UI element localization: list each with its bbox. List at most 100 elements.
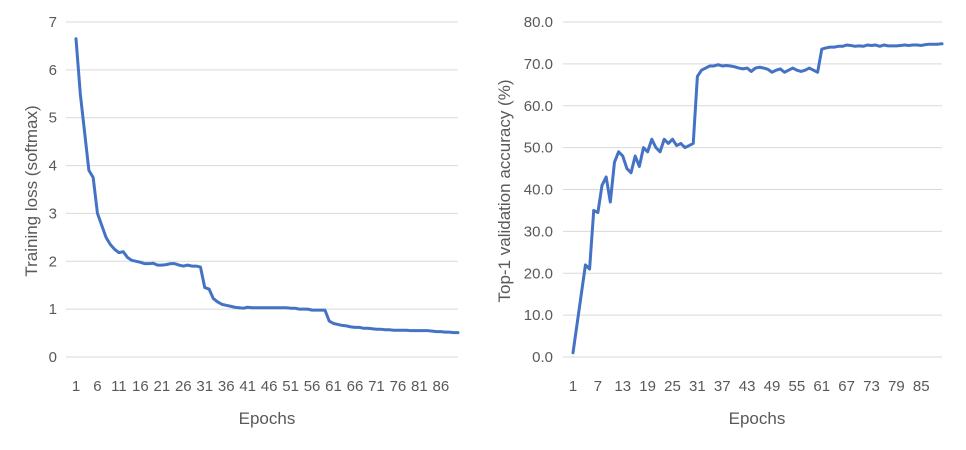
loss-y-tick-label: 1: [49, 301, 57, 318]
accuracy-data-point: [816, 71, 819, 74]
accuracy-data-point: [833, 46, 836, 49]
accuracy-x-tick-label: 37: [714, 378, 731, 395]
accuracy-x-tick-label: 31: [689, 378, 706, 395]
accuracy-data-point: [870, 44, 873, 47]
loss-data-point: [87, 169, 90, 172]
loss-data-point: [152, 262, 155, 265]
loss-data-point: [109, 243, 112, 246]
loss-data-point: [212, 297, 215, 300]
loss-x-tick-label: 56: [304, 378, 321, 395]
accuracy-y-tick-label: 40.0: [524, 182, 553, 199]
loss-data-point: [182, 265, 185, 268]
accuracy-data-point: [613, 161, 616, 164]
accuracy-data-point: [617, 150, 620, 153]
accuracy-data-point: [683, 146, 686, 149]
accuracy-series-line: [571, 42, 944, 355]
loss-x-tick-labels: 1 6 11 16 21 26 31 36 41 46 51 56 61 66 71 76 81 86: [72, 378, 449, 395]
accuracy-data-point: [820, 48, 823, 51]
loss-data-point: [435, 330, 438, 333]
accuracy-y-tick-label: 10.0: [524, 307, 553, 324]
accuracy-data-point: [800, 70, 803, 73]
accuracy-gridlines: [563, 21, 942, 358]
accuracy-data-point: [704, 67, 707, 70]
loss-x-tick-label: 76: [390, 378, 407, 395]
loss-data-point: [263, 306, 266, 309]
accuracy-x-tick-label: 43: [739, 378, 756, 395]
loss-x-tick-label: 81: [411, 378, 428, 395]
loss-data-point: [323, 309, 326, 312]
loss-data-point: [96, 212, 99, 215]
loss-data-point: [83, 131, 86, 134]
loss-data-point: [302, 308, 305, 311]
loss-data-point: [353, 326, 356, 329]
loss-data-point: [371, 327, 374, 330]
accuracy-data-point: [804, 69, 807, 72]
loss-data-point: [298, 308, 301, 311]
loss-data-point: [156, 264, 159, 267]
accuracy-data-point: [928, 43, 931, 46]
accuracy-chart: 0.0 10.0 20.0 30.0 40.0 50.0 60.0 70.0 80.0 1 7 13…: [495, 14, 944, 428]
loss-data-point: [220, 303, 223, 306]
loss-data-point: [315, 309, 318, 312]
loss-data-point: [388, 328, 391, 331]
loss-series-line: [74, 37, 460, 335]
loss-data-point: [414, 329, 417, 332]
accuracy-data-point: [911, 44, 914, 47]
loss-y-tick-label: 7: [49, 14, 57, 31]
loss-data-point: [409, 329, 412, 332]
accuracy-y-tick-label: 80.0: [524, 14, 553, 31]
loss-data-point: [117, 251, 120, 254]
accuracy-x-tick-labels: 1 7 13 19 25 31 37 43 49 55 61 67 73 79 85: [569, 378, 930, 395]
accuracy-data-point: [845, 44, 848, 47]
loss-data-point: [122, 250, 125, 253]
loss-data-point: [233, 306, 236, 309]
accuracy-data-point: [924, 43, 927, 46]
accuracy-data-point: [609, 201, 612, 204]
accuracy-x-tick-label: 85: [913, 378, 930, 395]
accuracy-data-point: [696, 75, 699, 78]
loss-data-point: [268, 306, 271, 309]
loss-data-point: [255, 306, 258, 309]
accuracy-data-point: [596, 211, 599, 214]
loss-data-point: [293, 307, 296, 310]
accuracy-data-point: [621, 155, 624, 158]
accuracy-y-tick-label: 30.0: [524, 223, 553, 240]
accuracy-data-point: [625, 167, 628, 170]
loss-data-point: [79, 92, 82, 95]
loss-data-point: [272, 306, 275, 309]
accuracy-data-point: [737, 67, 740, 70]
loss-data-point: [169, 262, 172, 265]
accuracy-data-point: [592, 209, 595, 212]
accuracy-data-point: [853, 45, 856, 48]
accuracy-data-point: [717, 63, 720, 66]
accuracy-data-point: [692, 142, 695, 145]
accuracy-data-point: [741, 67, 744, 70]
loss-y-tick-label: 5: [49, 110, 57, 127]
accuracy-data-point: [891, 44, 894, 47]
accuracy-data-point: [725, 64, 728, 67]
accuracy-y-tick-labels: 0.0 10.0 20.0 30.0 40.0 50.0 60.0 70.0 80.0: [524, 14, 553, 366]
loss-x-tick-label: 16: [132, 378, 149, 395]
loss-data-point: [139, 261, 142, 264]
loss-data-point: [160, 264, 163, 267]
loss-x-tick-label: 6: [93, 378, 101, 395]
loss-data-point: [362, 327, 365, 330]
accuracy-data-point: [659, 150, 662, 153]
accuracy-data-point: [576, 322, 579, 325]
loss-data-point: [105, 236, 108, 239]
loss-data-point: [276, 306, 279, 309]
accuracy-data-point: [907, 44, 910, 47]
accuracy-x-tick-label: 55: [789, 378, 806, 395]
loss-data-point: [135, 260, 138, 263]
loss-data-point: [384, 328, 387, 331]
loss-data-point: [165, 263, 168, 266]
accuracy-data-point: [634, 155, 637, 158]
accuracy-data-point: [771, 71, 774, 74]
loss-data-point: [143, 262, 146, 265]
accuracy-data-point: [895, 44, 898, 47]
accuracy-y-tick-label: 50.0: [524, 140, 553, 157]
loss-data-point: [448, 331, 451, 334]
accuracy-x-tick-label: 25: [664, 378, 681, 395]
